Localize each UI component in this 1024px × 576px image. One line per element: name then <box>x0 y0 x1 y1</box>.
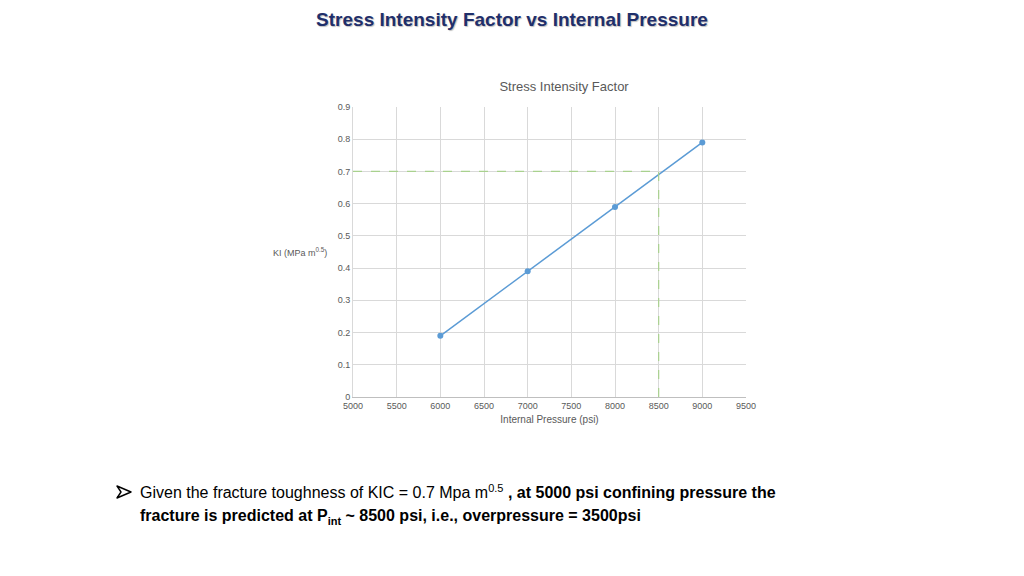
svg-text:6000: 6000 <box>430 401 450 411</box>
svg-text:0: 0 <box>345 392 350 402</box>
svg-text:0.1: 0.1 <box>338 360 351 370</box>
svg-text:6500: 6500 <box>474 401 494 411</box>
svg-text:Internal Pressure (psi): Internal Pressure (psi) <box>500 414 598 425</box>
svg-text:0.5: 0.5 <box>338 231 351 241</box>
svg-text:KI (MPa m​0.5​): KI (MPa m​0.5​) <box>273 246 327 258</box>
svg-text:0.3: 0.3 <box>338 295 351 305</box>
svg-text:8500: 8500 <box>649 401 669 411</box>
svg-text:7500: 7500 <box>561 401 581 411</box>
html-text:Given the fracture toughness o: Given the fracture toughness of KIC = 0.… <box>140 481 776 528</box>
svg-text:0.6: 0.6 <box>338 199 351 209</box>
svg-text:Stress Intensity Factor: Stress Intensity Factor <box>499 79 629 94</box>
svg-text:9000: 9000 <box>692 401 712 411</box>
svg-text:7000: 7000 <box>518 401 538 411</box>
svg-text:8000: 8000 <box>605 401 625 411</box>
svg-text:9500: 9500 <box>736 401 756 411</box>
svg-text:5500: 5500 <box>387 401 407 411</box>
svg-text:0.9: 0.9 <box>338 102 351 112</box>
svg-text:0.2: 0.2 <box>338 328 351 338</box>
html-text:Stress Intensity Factor vs Int: Stress Intensity Factor vs Internal Pres… <box>316 9 708 30</box>
svg-text:0.8: 0.8 <box>338 134 351 144</box>
svg-text:5000: 5000 <box>343 401 363 411</box>
svg-text:0.7: 0.7 <box>338 167 351 177</box>
svg-text:0.4: 0.4 <box>338 263 351 273</box>
